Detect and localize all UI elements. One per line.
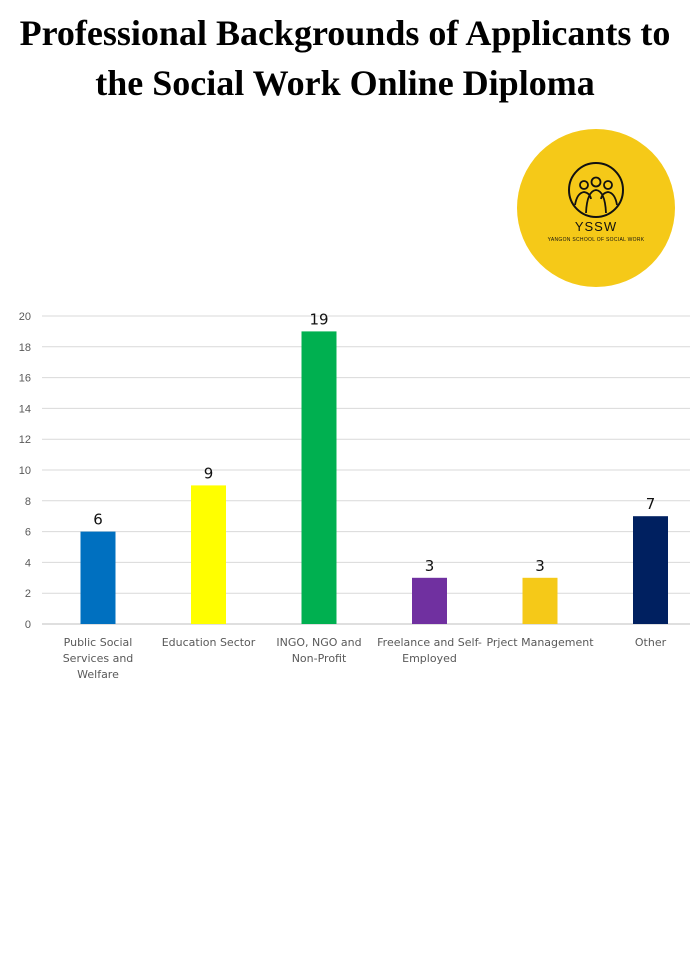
data-label: 9	[204, 464, 214, 482]
y-tick-label: 8	[25, 496, 31, 508]
bar	[80, 531, 116, 624]
data-label: 6	[93, 511, 103, 529]
y-tick-label: 20	[19, 311, 31, 323]
y-tick-label: 14	[19, 403, 31, 415]
category-label: Freelance and Self-	[377, 636, 482, 649]
category-label: Non-Profit	[292, 652, 347, 665]
y-tick-label: 6	[25, 527, 31, 539]
yssw-logo: YSSW YANGON SCHOOL OF SOCIAL WORK	[517, 129, 675, 287]
bar-chart: 0 2 4 6 8 10 12 14 16 18 20 6 Public Social Services …	[19, 310, 690, 681]
bar	[412, 577, 447, 624]
y-tick-label: 0	[25, 619, 31, 631]
category-label: Services and	[63, 652, 134, 665]
y-tick-label: 12	[19, 434, 31, 446]
page-title-line-1: Professional Backgrounds of Applicants t…	[19, 13, 671, 53]
bar	[191, 485, 226, 624]
page-title-line-2: the Social Work Online Diploma	[95, 63, 595, 103]
category-label: Public Social	[64, 636, 133, 649]
y-tick-label: 16	[19, 373, 31, 385]
category-label: Welfare	[77, 668, 119, 681]
y-tick-label: 18	[19, 342, 31, 354]
category-label: INGO, NGO and	[276, 636, 361, 649]
y-tick-label: 2	[25, 588, 31, 600]
data-label: 3	[425, 557, 435, 575]
data-label: 7	[646, 495, 656, 513]
bar	[522, 577, 558, 624]
bar	[633, 516, 668, 624]
page-title: Professional Backgrounds of Applicants t…	[0, 8, 690, 108]
people-group-icon	[568, 162, 624, 218]
data-label: 3	[535, 557, 545, 575]
y-tick-label: 10	[19, 465, 31, 477]
bar	[301, 331, 337, 624]
category-label: Employed	[402, 652, 457, 665]
category-label: Prject Management	[486, 636, 594, 649]
data-label: 19	[309, 310, 328, 328]
logo-name: YSSW	[574, 219, 618, 234]
category-label: Other	[635, 636, 667, 649]
category-label: Education Sector	[162, 636, 256, 649]
logo-subtitle: YANGON SCHOOL OF SOCIAL WORK	[547, 237, 645, 243]
y-tick-label: 4	[25, 557, 31, 569]
